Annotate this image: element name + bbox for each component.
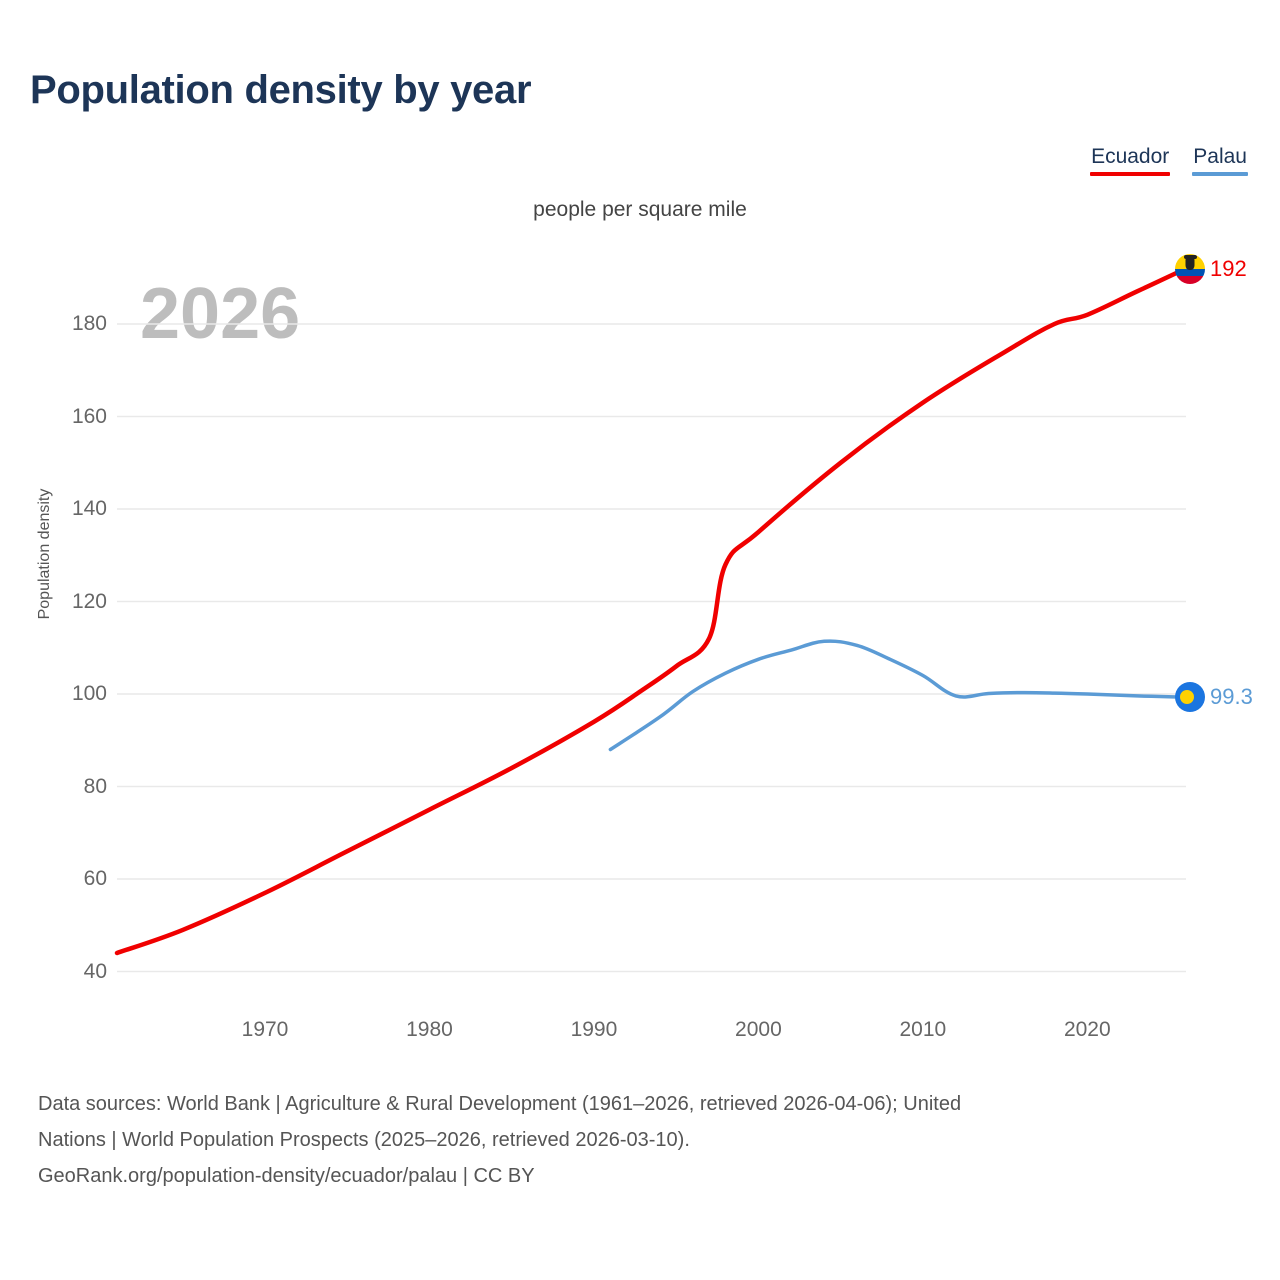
x-tick-label: 1980 [406, 1018, 453, 1041]
legend-item-ecuador[interactable]: Ecuador [1090, 145, 1171, 176]
page-title: Population density by year [30, 68, 532, 112]
y-tick-label: 180 [71, 312, 107, 335]
x-tick-label: 2000 [735, 1018, 782, 1041]
endpoint-value-ecuador: 192 [1210, 255, 1247, 281]
footer-sources: Data sources: World Bank | Agriculture &… [38, 1086, 1253, 1194]
y-tick-label: 140 [71, 497, 107, 520]
y-tick-label: 80 [83, 774, 107, 798]
y-tick-label: 160 [71, 404, 107, 428]
chart-subtitle: people per square mile [533, 198, 747, 221]
series-line-palau [608, 639, 1188, 752]
footer-line-3: GeoRank.org/population-density/ecuador/p… [38, 1165, 535, 1187]
x-tick-label: 2020 [1063, 1018, 1111, 1041]
series-line-ecuador [114, 266, 1189, 956]
y-tick-label: 40 [83, 959, 107, 983]
x-tick-label: 2010 [899, 1018, 947, 1041]
legend-item-palau[interactable]: Palau [1192, 145, 1248, 176]
x-tick-label: 1970 [241, 1018, 289, 1041]
y-tick-label: 60 [83, 867, 107, 890]
legend-label-palau: Palau [1193, 145, 1247, 168]
x-tick-label: 1990 [570, 1018, 618, 1041]
legend-color-swatch-ecuador [1090, 172, 1171, 176]
palau-flag-icon [1175, 682, 1205, 713]
footer-line-2: Nations | World Population Prospects (20… [38, 1129, 690, 1151]
y-tick-label: 120 [71, 589, 107, 613]
watermark-year: 2026 [140, 274, 301, 354]
footer-line-1: Data sources: World Bank | Agriculture &… [38, 1093, 962, 1115]
legend: Ecuador Palau [1090, 145, 1248, 176]
y-axis-tick-labels: 40 60 80 100 120 140 160 180 [22, 0, 107, 1280]
legend-color-swatch-palau [1192, 172, 1248, 176]
legend-label-ecuador: Ecuador [1091, 145, 1170, 168]
y-tick-label: 100 [71, 682, 107, 705]
ecuador-flag-icon [1175, 253, 1205, 284]
endpoint-value-palau: 99.3 [1210, 684, 1253, 710]
